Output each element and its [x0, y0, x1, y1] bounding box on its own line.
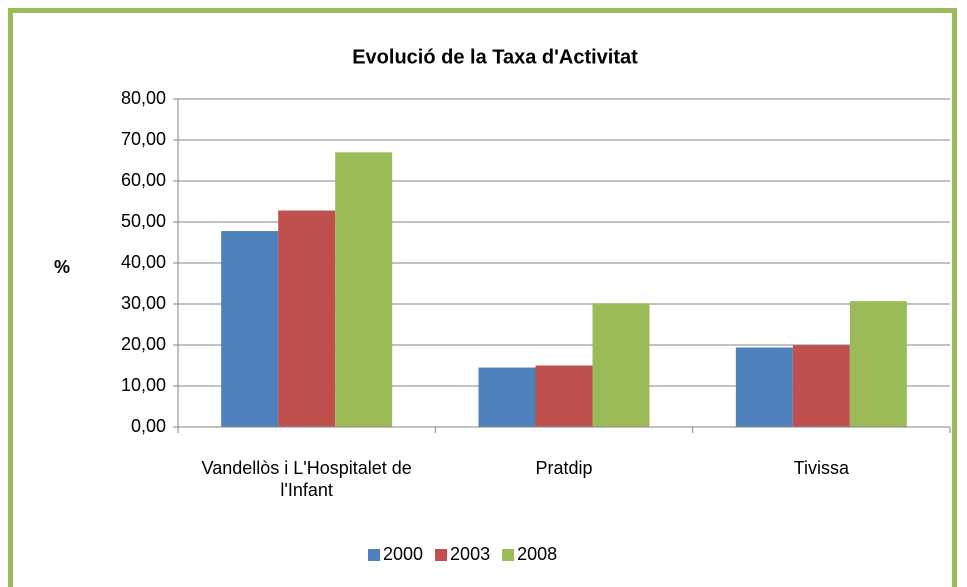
- bar: [592, 303, 650, 427]
- legend-label: 2008: [517, 544, 557, 564]
- bar: [478, 367, 536, 427]
- legend-swatch: [502, 549, 515, 561]
- y-tick-label: 50,00: [121, 211, 166, 231]
- bar: [335, 152, 393, 428]
- bar: [221, 231, 279, 427]
- legend-swatch: [368, 549, 380, 561]
- frame: [8, 8, 957, 587]
- x-tick-label: Pratdip: [535, 458, 593, 478]
- y-tick-label: 0,00: [131, 416, 166, 436]
- y-tick-label: 10,00: [121, 375, 166, 395]
- y-tick-label: 40,00: [121, 252, 166, 272]
- x-tick-label: Vandellòs i L'Hospitalet de l'Infant: [201, 458, 412, 500]
- y-tick-label: 80,00: [121, 88, 166, 108]
- legend-label: 2003: [450, 544, 490, 564]
- y-tick-label: 60,00: [121, 170, 166, 190]
- y-tick-label: 70,00: [121, 129, 166, 149]
- bar: [535, 365, 593, 427]
- bar: [792, 345, 850, 427]
- bar: [278, 210, 336, 427]
- chart-title: Evolució de la Taxa d'Activitat: [352, 46, 638, 68]
- y-tick-label: 20,00: [121, 334, 166, 354]
- y-axis-label: %: [54, 257, 70, 277]
- y-tick-label: 30,00: [121, 293, 166, 313]
- legend-swatch: [435, 549, 448, 561]
- x-tick-label: Tivissa: [793, 458, 849, 478]
- bar: [849, 301, 907, 427]
- legend-label: 2000: [383, 544, 423, 564]
- bar: [735, 347, 793, 427]
